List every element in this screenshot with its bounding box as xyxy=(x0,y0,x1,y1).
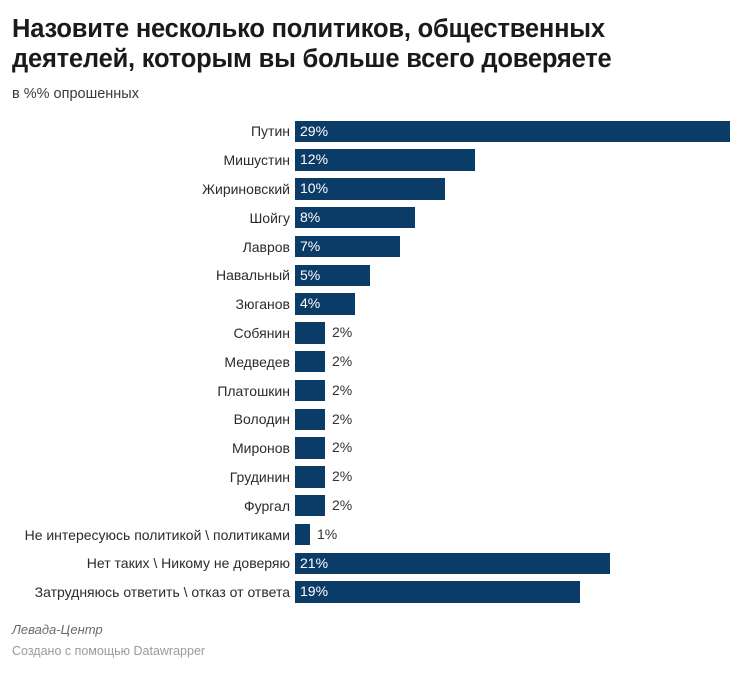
bar-chart-plot-area: Путин 29% Мишустин 12% Жириновский 10% Шойгу 8%… xyxy=(0,117,740,607)
bar-value-label: 2% xyxy=(332,439,353,456)
bar-category-label: Зюганов xyxy=(235,296,291,313)
bar-category-label: Платошкин xyxy=(217,382,290,399)
bar-track: 7% xyxy=(295,232,740,261)
bar-row: Мишустин 12% xyxy=(0,146,740,175)
bar-value-label: 21% xyxy=(300,554,329,571)
bar-row: Зюганов 4% xyxy=(0,290,740,319)
bar-category-label: Затрудняюсь ответить \ отказ от ответа xyxy=(34,584,290,601)
bar-track: 1% xyxy=(295,520,740,549)
datawrapper-credit: Создано с помощью Datawrapper xyxy=(12,644,206,658)
bar[interactable] xyxy=(295,581,580,603)
bar[interactable] xyxy=(295,149,475,171)
chart-footer: Левада-Центр Создано с помощью Datawrapp… xyxy=(12,621,205,660)
bar-value-label: 2% xyxy=(332,410,353,427)
bar[interactable] xyxy=(295,235,400,258)
bar-track: 2% xyxy=(295,319,740,348)
bar-track: 2% xyxy=(295,463,740,492)
bar-value-label: 19% xyxy=(300,583,329,600)
bar[interactable] xyxy=(295,437,325,459)
bar-category-label: Грудинин xyxy=(229,468,290,485)
bar-value-label: 7% xyxy=(300,237,321,254)
bar[interactable] xyxy=(295,552,610,575)
bar-track: 21% xyxy=(295,549,740,578)
bar-category-label: Собянин xyxy=(233,324,290,341)
source-label: Левада-Центр xyxy=(12,622,103,637)
bar-row: Медведев 2% xyxy=(0,347,740,376)
bar-row: Не интересуюсь политикой \ политиками 1% xyxy=(0,520,740,549)
bar-row: Шойгу 8% xyxy=(0,203,740,232)
bar[interactable] xyxy=(295,322,325,344)
bar-row: Навальный 5% xyxy=(0,261,740,290)
bar-row: Грудинин 2% xyxy=(0,463,740,492)
bar-track: 2% xyxy=(295,347,740,376)
bar-row: Затрудняюсь ответить \ отказ от ответа 19… xyxy=(0,578,740,607)
bar[interactable] xyxy=(295,379,325,402)
chart-subtitle: в %% опрошенных xyxy=(12,86,139,102)
bar-track: 19% xyxy=(295,578,740,607)
bar-value-label: 5% xyxy=(300,266,321,283)
chart-title: Назовите несколько политиков, общественн… xyxy=(12,15,612,73)
bar-value-label: 2% xyxy=(332,381,353,398)
bar[interactable] xyxy=(295,206,415,229)
bar-track: 2% xyxy=(295,376,740,405)
bar[interactable] xyxy=(295,350,325,373)
bar-row: Нет таких \ Никому не доверяю 21% xyxy=(0,549,740,578)
bar-track: 2% xyxy=(295,405,740,434)
bar-category-label: Медведев xyxy=(224,353,290,370)
bar-value-label: 2% xyxy=(332,496,353,513)
bar-row: Лавров 7% xyxy=(0,232,740,261)
bar[interactable] xyxy=(295,466,325,488)
bar[interactable] xyxy=(295,120,730,143)
bar-value-label: 29% xyxy=(300,122,329,139)
bar-row: Володин 2% xyxy=(0,405,740,434)
bar-track: 12% xyxy=(295,146,740,175)
bar[interactable] xyxy=(295,293,355,315)
bar-value-label: 2% xyxy=(332,468,353,485)
bar-category-label: Мишустин xyxy=(223,152,290,169)
bar-category-label: Миронов xyxy=(231,440,290,457)
bar-row: Платошкин 2% xyxy=(0,376,740,405)
bar-value-label: 12% xyxy=(300,151,329,168)
chart-header: Назовите несколько политиков, общественн… xyxy=(0,0,740,103)
bar-category-label: Навальный xyxy=(215,267,290,284)
bar-value-label: 8% xyxy=(300,208,321,225)
bar-track: 2% xyxy=(295,434,740,463)
bar[interactable] xyxy=(295,178,445,200)
bar-value-label: 4% xyxy=(300,295,321,312)
bar-category-label: Жириновский xyxy=(202,180,290,197)
bar-value-label: 10% xyxy=(300,180,329,197)
bar[interactable] xyxy=(295,408,325,431)
bar-category-label: Шойгу xyxy=(249,209,290,226)
bar-row: Путин 29% xyxy=(0,117,740,146)
bar-track: 8% xyxy=(295,203,740,232)
bar-category-label: Нет таких \ Никому не доверяю xyxy=(86,555,290,572)
bar[interactable] xyxy=(295,264,370,287)
bar[interactable] xyxy=(295,494,325,517)
bar-row: Собянин 2% xyxy=(0,319,740,348)
bar-track: 4% xyxy=(295,290,740,319)
bar-value-label: 2% xyxy=(332,324,353,341)
bar-track: 5% xyxy=(295,261,740,290)
bar-row: Миронов 2% xyxy=(0,434,740,463)
bar-category-label: Лавров xyxy=(242,238,290,255)
bar-track: 2% xyxy=(295,491,740,520)
bar-track: 29% xyxy=(295,117,740,146)
bar-track: 10% xyxy=(295,175,740,204)
bar-value-label: 2% xyxy=(332,352,353,369)
bar[interactable] xyxy=(295,523,310,546)
bar-row: Жириновский 10% xyxy=(0,175,740,204)
bar-category-label: Фургал xyxy=(243,497,290,514)
bar-value-label: 1% xyxy=(317,525,338,542)
bar-row: Фургал 2% xyxy=(0,491,740,520)
bar-category-label: Не интересуюсь политикой \ политиками xyxy=(24,526,290,543)
bar-category-label: Володин xyxy=(233,411,290,428)
bar-category-label: Путин xyxy=(250,123,290,140)
